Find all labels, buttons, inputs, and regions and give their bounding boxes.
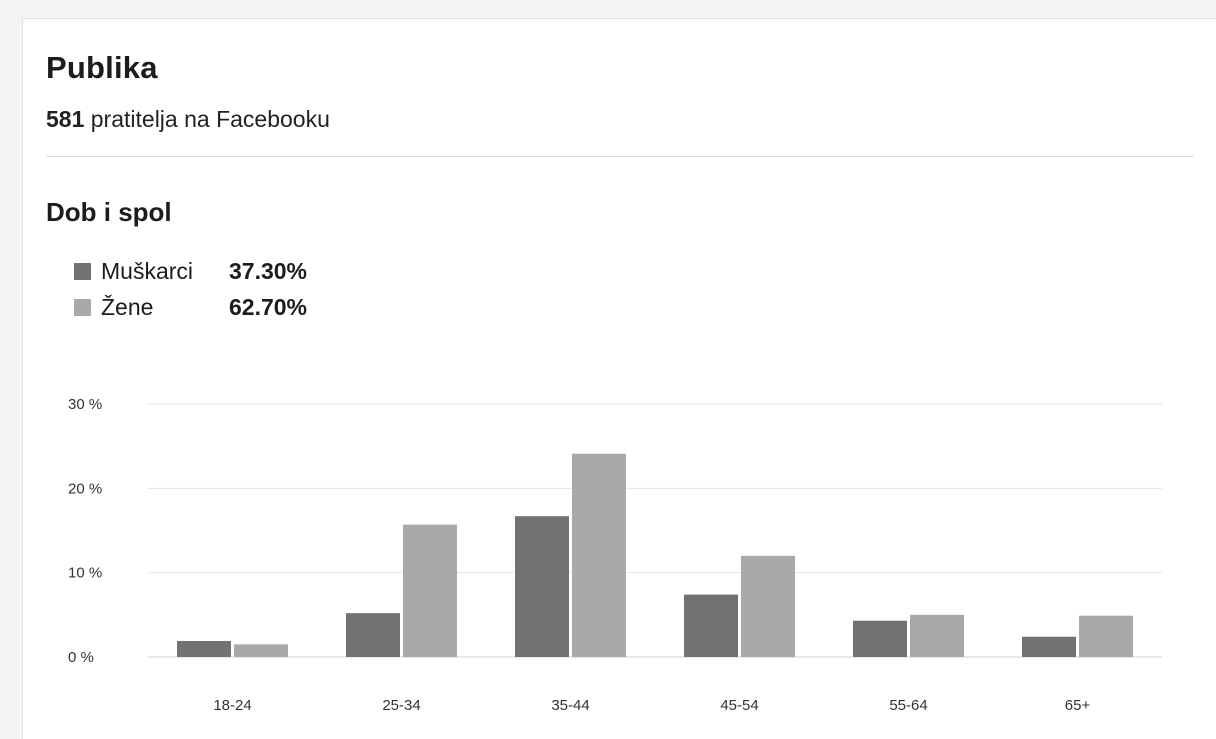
- y-tick-label-30: 30 %: [68, 396, 102, 413]
- followers-text: pratitelja na Facebooku: [90, 106, 330, 132]
- x-tick-label-65+: 65+: [1065, 697, 1091, 714]
- chart-legend: Muškarci 37.30% Žene 62.70%: [74, 253, 307, 325]
- x-tick-label-35-44: 35-44: [551, 697, 589, 714]
- bar-men-55-64: [853, 620, 907, 657]
- legend-item-men: Muškarci 37.30%: [74, 253, 307, 289]
- y-tick-label-0: 0 %: [68, 649, 94, 666]
- legend-value-women: 62.70%: [229, 293, 308, 320]
- x-tick-label-25-34: 25-34: [382, 697, 420, 714]
- x-tick-label-55-64: 55-64: [889, 697, 927, 714]
- bar-women-65+: [1079, 615, 1133, 657]
- age-gender-bar-chart: 0 % 10 % 20 % 30 % 18-24 25-34 35-44 45-54 55-64…: [68, 396, 1162, 714]
- y-tick-label-10: 10 %: [68, 565, 102, 582]
- bar-women-25-34: [403, 524, 457, 657]
- x-tick-label-18-24: 18-24: [213, 697, 251, 714]
- bar-men-65+: [1022, 636, 1076, 657]
- followers-count: 581: [46, 106, 85, 132]
- bar-men-25-34: [346, 613, 400, 657]
- legend-label-men: Muškarci: [101, 257, 194, 284]
- bar-women-55-64: [910, 614, 964, 657]
- section-title: Dob i spol: [46, 197, 172, 227]
- bar-women-18-24: [234, 644, 288, 657]
- bar-women-35-44: [572, 453, 626, 657]
- bar-men-18-24: [177, 640, 231, 657]
- followers-summary: 581 pratitelja na Facebooku: [46, 106, 330, 133]
- legend-value-men: 37.30%: [229, 257, 308, 284]
- legend-label-women: Žene: [101, 293, 154, 320]
- x-tick-label-45-54: 45-54: [720, 697, 758, 714]
- y-tick-label-20: 20 %: [68, 480, 102, 497]
- bar-women-45-54: [741, 555, 795, 657]
- page-title: Publika: [46, 50, 158, 85]
- divider: [46, 156, 1194, 157]
- bar-men-35-44: [515, 516, 569, 657]
- legend-swatch-women: [74, 298, 91, 316]
- legend-item-women: Žene 62.70%: [74, 289, 307, 325]
- legend-swatch-men: [74, 262, 91, 280]
- bar-men-45-54: [684, 594, 738, 657]
